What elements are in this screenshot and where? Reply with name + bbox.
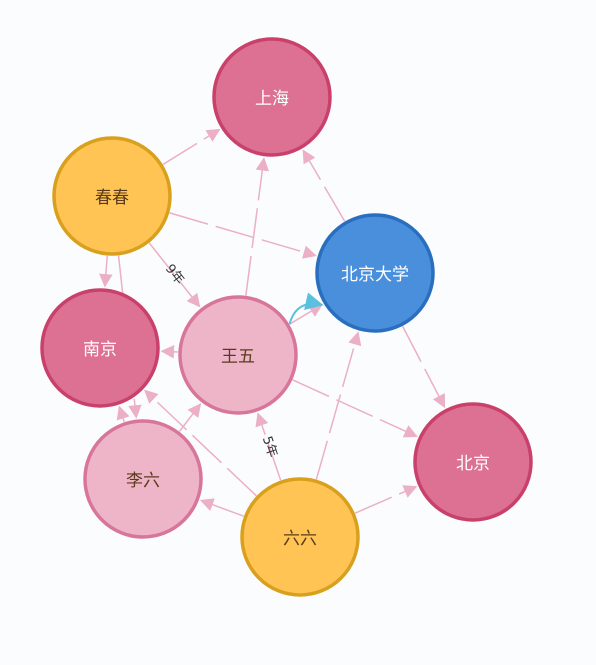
node	[315, 213, 435, 333]
node-label: 春春	[95, 188, 129, 208]
edge-label: 5年	[259, 434, 280, 459]
edge	[116, 405, 130, 423]
node-label: 北京	[456, 454, 490, 474]
edge	[354, 485, 418, 514]
node	[52, 136, 172, 256]
edge	[169, 212, 317, 259]
edge	[302, 149, 346, 222]
node	[240, 477, 360, 597]
edge-label: 9年	[162, 262, 187, 288]
edge	[255, 412, 282, 481]
node	[178, 295, 298, 415]
edge	[178, 403, 202, 432]
node-label: 上海	[255, 89, 289, 109]
node-label: 南京	[83, 340, 117, 360]
edge	[160, 345, 179, 359]
edge	[199, 498, 244, 517]
edge	[99, 255, 113, 288]
node-label: 北京大学	[341, 265, 409, 285]
node-label: 六六	[283, 529, 317, 549]
edge	[144, 389, 257, 497]
edge	[401, 325, 446, 409]
node	[212, 37, 332, 157]
node	[83, 419, 203, 539]
node	[40, 288, 160, 408]
node-label: 王五	[221, 347, 255, 367]
edge	[315, 331, 362, 480]
node	[413, 402, 533, 522]
edge	[288, 292, 324, 325]
edge	[162, 128, 221, 166]
edge	[245, 157, 270, 296]
edge	[292, 379, 418, 438]
edge	[148, 242, 201, 308]
node-label: 李六	[126, 471, 160, 491]
